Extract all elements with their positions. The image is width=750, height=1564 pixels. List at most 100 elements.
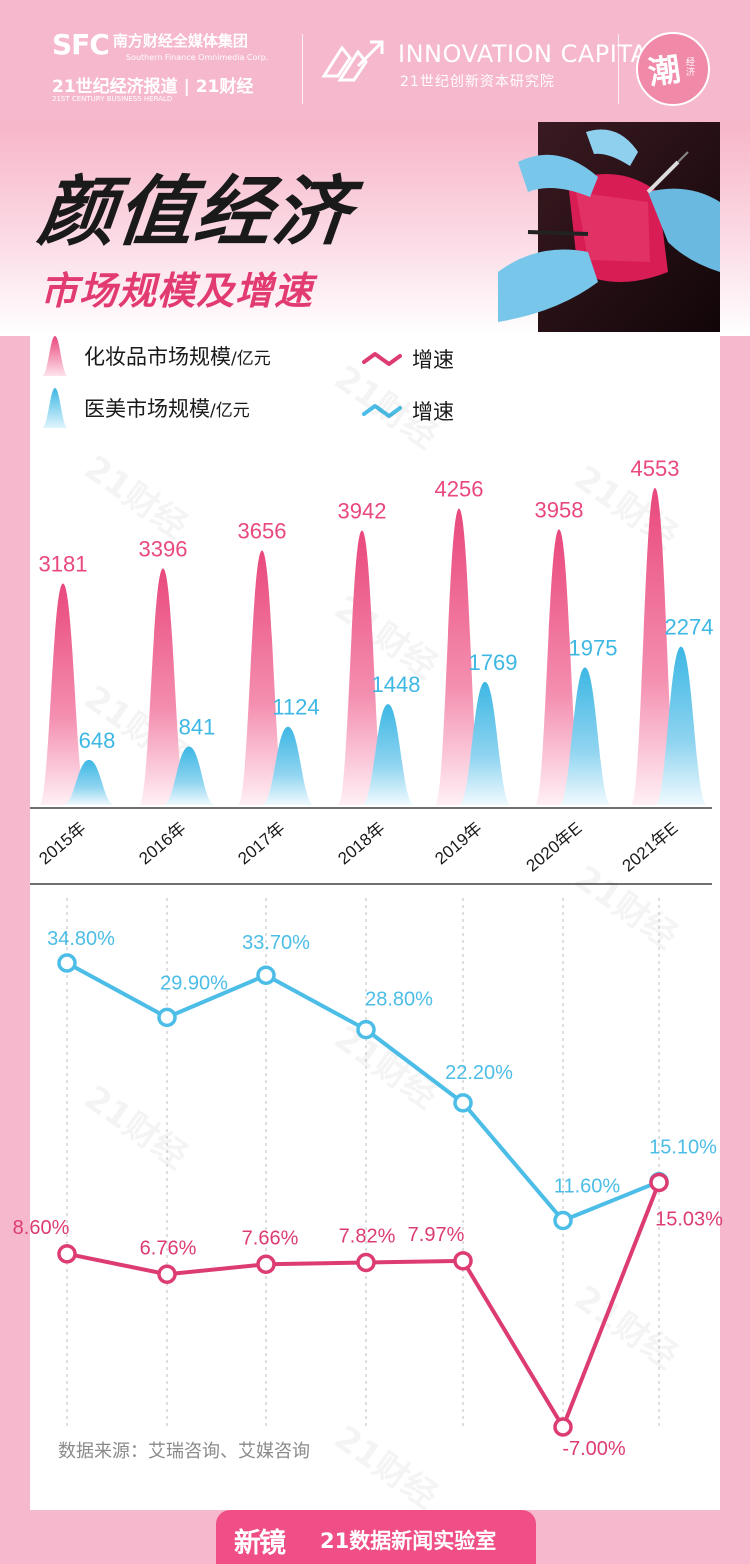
category-tick-label: 2015年 (35, 819, 89, 869)
header-divider (618, 34, 619, 104)
medical-growth-label: 22.20% (445, 1062, 513, 1084)
sfc-logo: SFC (52, 28, 110, 61)
cosmetics-bar (39, 583, 87, 805)
cosmetics-growth-point (157, 1264, 177, 1285)
medical-value-label: 1124 (272, 695, 319, 720)
cosmetics-growth-point (453, 1251, 473, 1271)
legend-growth-label: 增速 (412, 400, 454, 424)
category-ticks: 2015年 2016年 2017年 2018年 2019年 2020年E 2021年E (35, 819, 681, 876)
cosmetics-value-label: 3396 (139, 537, 188, 562)
medical-growth-label: 34.80% (47, 928, 115, 950)
cosmetics-value-label: 3181 (39, 552, 88, 577)
cosmetics-bar (139, 568, 187, 805)
page-subtitle: 市场规模及增速 (40, 269, 314, 313)
innovation-title: INNOVATION CAPITAL (398, 40, 662, 68)
cosmetics-value-label: 3656 (238, 518, 287, 543)
category-tick-label: 2019年 (431, 819, 485, 869)
cosmetics-growth-point (649, 1172, 669, 1193)
header: SFC 南方财经全媒体集团 Southern Finance Omnimedia … (0, 0, 750, 122)
legend-medical-label: 医美市场规模 (84, 397, 210, 421)
medical-bar (362, 704, 414, 805)
header-divider (302, 34, 303, 104)
legend-cosmetics: 化妆品市场规模/亿元 (40, 336, 271, 376)
chao-badge-side: 经济 (686, 58, 696, 78)
cosmetics-bar (338, 530, 386, 805)
legend-unit: /亿元 (210, 401, 250, 421)
cosmetics-value-label: 3958 (535, 497, 584, 522)
innovation-subtitle: 21世纪创新资本研究院 (400, 74, 555, 90)
medical-bar (163, 746, 215, 805)
medical-value-label: 1769 (469, 650, 518, 675)
line-series: 34.80% 29.90% 33.70% 28.80% 22.20% 11.60% 15.1… (13, 928, 723, 1460)
category-tick-label: 2017年 (234, 819, 288, 869)
chart-legend: 化妆品市场规模/亿元 医美市场规模/亿元 增速 增速 (40, 336, 700, 436)
cosmetics-bar (435, 508, 483, 805)
legend-cosmetics-growth: 增速 (362, 344, 454, 374)
medical-value-label: 841 (179, 714, 216, 739)
group-name-en: Southern Finance Omnimedia Corp. (126, 53, 269, 62)
herald-name-en: 21ST CENTURY BUSINESS HERALD (52, 95, 173, 103)
cosmetics-growth-label: 7.97% (408, 1224, 465, 1246)
medical-value-label: 2274 (665, 615, 714, 640)
category-tick-label: 2016年 (135, 819, 189, 869)
cosmetics-growth-label: 15.03% (655, 1208, 723, 1230)
category-tick-label: 2018年 (334, 819, 388, 869)
cosmetics-value-label: 4256 (435, 477, 484, 502)
medical-bar (459, 681, 511, 805)
cosmetics-bar (535, 529, 583, 805)
medical-growth-label: 11.60% (554, 1176, 621, 1198)
medical-value-label: 648 (79, 728, 116, 753)
medical-swatch-icon (42, 388, 68, 428)
cosmetics-bar (631, 488, 679, 805)
cosmetics-growth-label: 8.60% (13, 1217, 70, 1239)
legend-cosmetics-label: 化妆品市场规模 (84, 345, 231, 369)
footer-lab-banner: 新镜 21数据新闻实验室 (216, 1510, 536, 1564)
cosmetics-bar (238, 550, 286, 805)
category-tick-label: 2021年E (619, 819, 682, 876)
herald-name: 21世纪经济报道 | 21财经 (52, 77, 254, 97)
cosmetics-growth-label: 7.66% (242, 1227, 299, 1249)
medical-bar (262, 726, 314, 805)
blue-line-icon (362, 404, 402, 418)
innovation-logo-icon (321, 40, 384, 82)
sfc-brand: SFC 南方财经全媒体集团 Southern Finance Omnimedia … (52, 28, 292, 103)
legend-medical: 医美市场规模/亿元 (40, 388, 250, 428)
cosmetics-value-label: 3942 (338, 499, 387, 524)
cosmetics-growth-label: 6.76% (140, 1237, 197, 1259)
medical-growth-label: 28.80% (365, 989, 433, 1011)
legend-growth-label: 增速 (412, 348, 454, 372)
medical-growth-point (256, 965, 276, 985)
cosmetics-value-label: 4553 (631, 456, 680, 481)
medical-growth-point (553, 1210, 573, 1231)
medical-growth-point (157, 1007, 177, 1028)
legend-medical-growth: 增速 (362, 396, 454, 426)
cosmetics-swatch-icon (42, 336, 68, 376)
legend-unit: /亿元 (231, 349, 271, 369)
medical-value-label: 1448 (372, 672, 421, 697)
medical-bar (63, 759, 115, 805)
footer-logo: 新镜 (234, 1528, 286, 1559)
medical-growth-label: 29.90% (160, 972, 228, 994)
chao-badge: 潮 经济 (636, 32, 710, 106)
cosmetics-growth-point (553, 1417, 573, 1437)
cosmetics-growth-point (57, 1244, 77, 1264)
cosmetics-growth-label: -7.00% (562, 1438, 626, 1460)
medical-bar (559, 667, 611, 805)
medical-value-label: 1975 (569, 635, 618, 660)
bar-series: 3181 648 3396 841 3656 1124 3942 1448 4256 1769 39… (39, 456, 714, 805)
line-chart-gridlines (66, 898, 660, 1430)
medical-growth-point (453, 1093, 473, 1113)
category-tick-label: 2020年E (523, 819, 586, 876)
cosmetic-procedure-illustration (498, 122, 720, 332)
cosmetics-growth-label: 7.82% (339, 1225, 396, 1247)
cosmetics-growth-point (356, 1252, 376, 1273)
medical-growth-point (356, 1019, 376, 1040)
group-name: 南方财经全媒体集团 (112, 32, 248, 50)
data-source: 数据来源：艾瑞咨询、艾媒咨询 (58, 1441, 310, 1462)
cosmetics-growth-point (256, 1254, 276, 1275)
footer-lab-name: 21数据新闻实验室 (320, 1529, 497, 1553)
pink-line-icon (362, 352, 402, 366)
medical-bar (655, 646, 707, 805)
medical-growth-label: 33.70% (242, 932, 310, 954)
